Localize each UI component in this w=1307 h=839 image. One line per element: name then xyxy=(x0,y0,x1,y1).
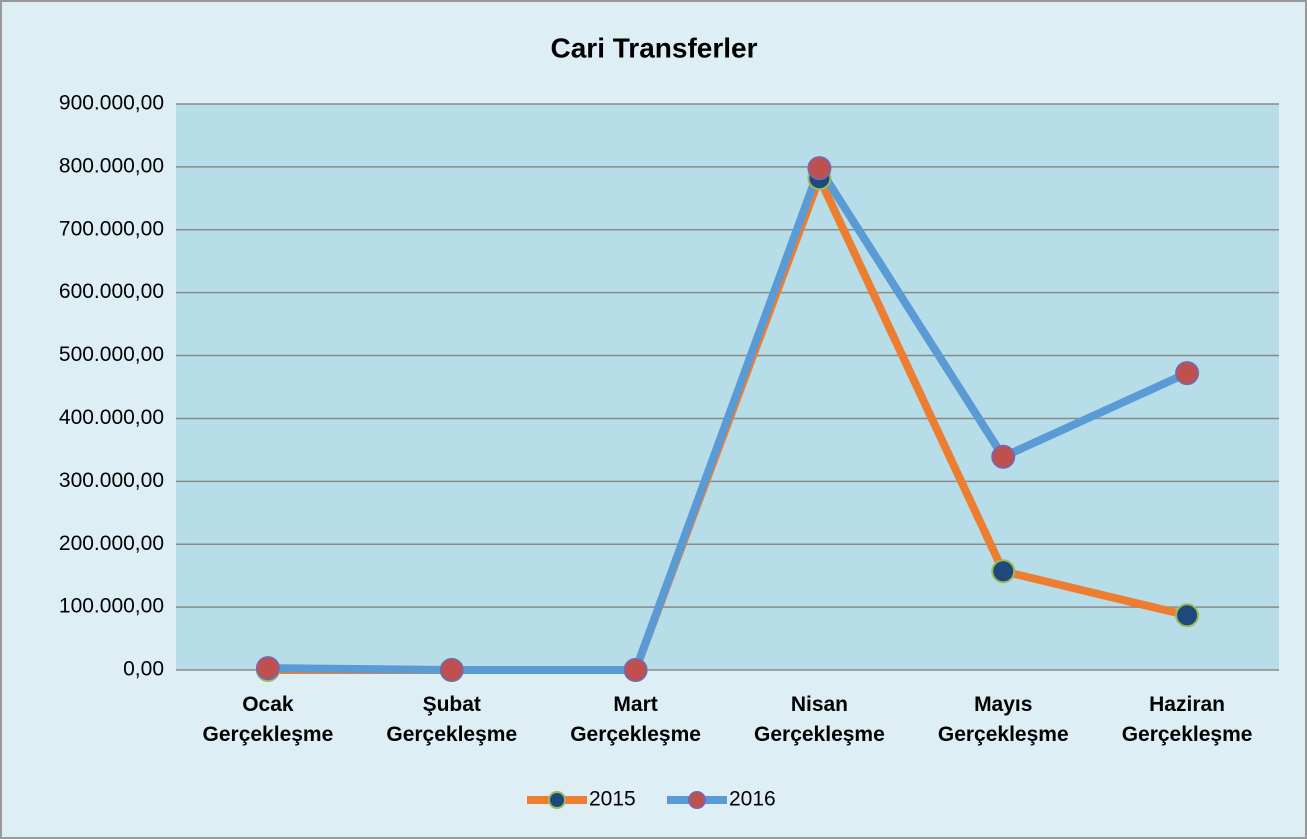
y-tick-label: 200.000,00 xyxy=(59,532,164,555)
x-tick-label: Ocak Gerçekleşme xyxy=(202,693,334,746)
data-point xyxy=(991,559,1016,584)
data-point xyxy=(623,658,648,682)
y-tick-label: 400.000,00 xyxy=(59,406,164,429)
y-tick-label: 100.000,00 xyxy=(59,595,164,618)
data-point xyxy=(439,658,464,682)
chart-title: Cari Transferler xyxy=(551,32,758,63)
x-tick-label: Mart Gerçekleşme xyxy=(570,693,701,746)
legend-marker xyxy=(688,791,706,809)
x-tick-label: Mayıs Gerçekleşme xyxy=(937,693,1069,746)
legend-marker xyxy=(548,791,566,809)
data-point xyxy=(1175,361,1200,386)
y-tick-label: 0,00 xyxy=(123,658,164,681)
plot-area xyxy=(176,104,1279,670)
data-point xyxy=(807,156,832,181)
legend-label: 2015 xyxy=(589,788,636,811)
y-tick-label: 900.000,00 xyxy=(59,92,164,115)
data-point xyxy=(991,444,1016,469)
x-tick-label: Haziran Gerçekleşme xyxy=(1121,693,1253,746)
x-tick-label: Nisan Gerçekleşme xyxy=(754,693,885,746)
y-tick-label: 800.000,00 xyxy=(59,154,164,177)
legend-label: 2016 xyxy=(729,788,776,811)
data-point xyxy=(255,656,280,681)
data-point xyxy=(1175,603,1200,628)
series-line xyxy=(267,164,1189,674)
x-tick-label: Şubat Gerçekleşme xyxy=(386,693,518,746)
y-tick-label: 600.000,00 xyxy=(59,280,164,303)
y-tick-label: 700.000,00 xyxy=(59,217,164,240)
y-tick-label: 300.000,00 xyxy=(59,469,164,492)
y-tick-label: 500.000,00 xyxy=(59,343,164,366)
